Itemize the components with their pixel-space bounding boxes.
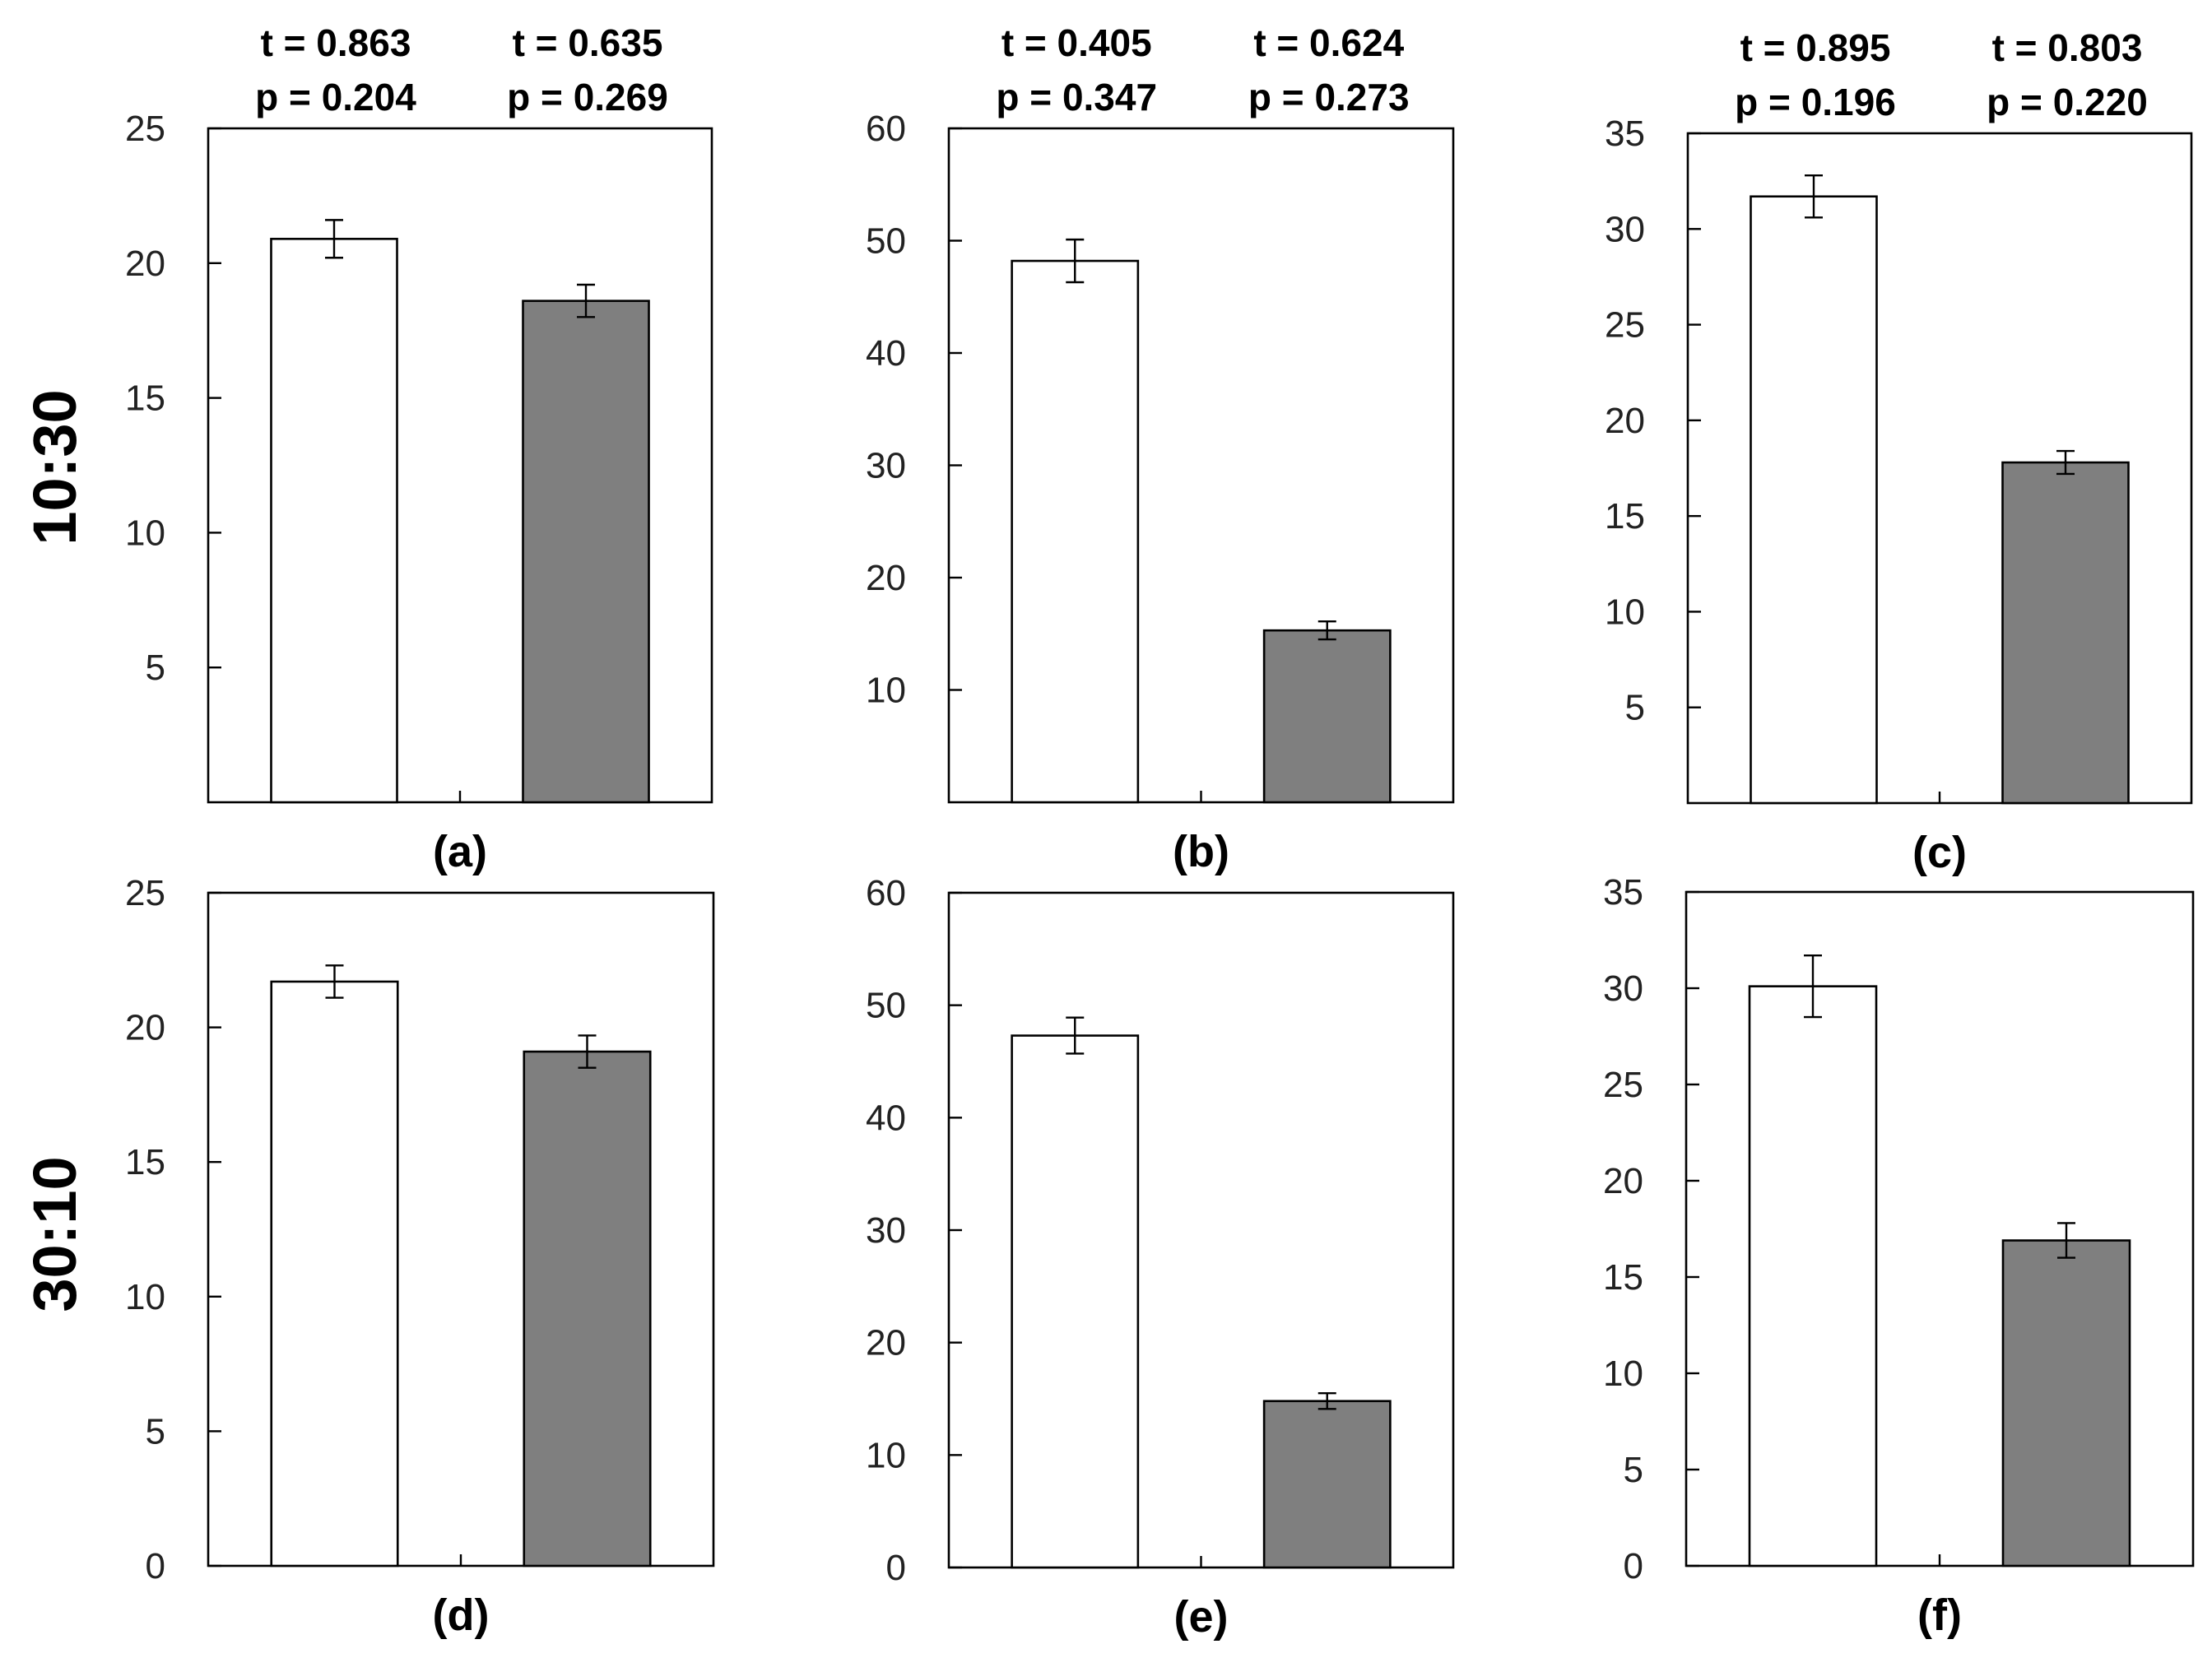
y-tick-label: 25 xyxy=(125,109,165,149)
row-label-bottom: 30:10 xyxy=(21,1156,89,1312)
chart-panel-b: 10 20 30 40 50 60 (b) t = 0.405 p = 0.347 t = 0.6… xyxy=(866,21,1455,876)
y-tick-label: 30 xyxy=(1605,209,1645,249)
y-tick-label: 60 xyxy=(866,109,906,149)
stat-p-annotation: p = 0.220 xyxy=(1987,81,2148,123)
y-tick-label: 20 xyxy=(1605,401,1645,441)
panel-label: (f) xyxy=(1917,1591,1962,1640)
bar-2 xyxy=(1262,1400,1392,1569)
y-tick-label: 5 xyxy=(146,1411,165,1451)
stat-p-annotation: p = 0.273 xyxy=(1248,76,1410,118)
bar-1 xyxy=(1011,1034,1140,1569)
y-tick-label: 10 xyxy=(125,513,165,553)
y-tick-label: 10 xyxy=(1605,592,1645,632)
stat-p-annotation: p = 0.269 xyxy=(507,76,668,118)
y-tick-label: 0 xyxy=(886,1548,906,1588)
y-tick-label: 20 xyxy=(1603,1161,1643,1201)
y-tick-label: 15 xyxy=(125,1142,165,1182)
stat-t-annotation: t = 0.895 xyxy=(1740,26,1891,69)
chart-panel-c: 5 10 15 20 25 30 35 (c) t = 0.895 p = 0.196 t = 0.… xyxy=(1605,26,2193,877)
bar-2 xyxy=(523,1050,652,1567)
stat-p-annotation: p = 0.204 xyxy=(255,76,416,118)
stat-p-annotation: p = 0.347 xyxy=(996,76,1157,118)
y-tick-label: 50 xyxy=(866,221,906,262)
row-label-top: 10:30 xyxy=(21,389,89,545)
y-tick-label: 10 xyxy=(125,1277,165,1317)
y-tick-label: 60 xyxy=(866,873,906,913)
y-tick-label: 15 xyxy=(125,379,165,419)
panel-label: (b) xyxy=(1173,827,1229,876)
chart-panel-f: 0 5 10 15 20 25 30 35 (f) xyxy=(1603,872,2195,1640)
panel-label: (d) xyxy=(433,1591,490,1640)
bar-1 xyxy=(1011,259,1140,804)
y-tick-label: 40 xyxy=(866,1098,906,1138)
y-tick-label: 20 xyxy=(125,1008,165,1048)
y-tick-label: 30 xyxy=(866,1210,906,1251)
bar-2 xyxy=(2001,461,2130,805)
y-tick-label: 25 xyxy=(1603,1065,1643,1105)
bar-1 xyxy=(270,980,399,1567)
y-tick-label: 35 xyxy=(1603,872,1643,913)
y-tick-label: 40 xyxy=(866,333,906,374)
bar-2 xyxy=(1262,629,1392,804)
y-tick-label: 0 xyxy=(146,1546,165,1586)
y-tick-label: 5 xyxy=(1624,1450,1643,1490)
stat-t-annotation: t = 0.635 xyxy=(513,21,663,64)
y-tick-label: 10 xyxy=(1603,1354,1643,1394)
chart-panel-a: 5 10 15 20 25 (a) t = 0.863 p = 0.204 t = 0.635 p… xyxy=(125,21,713,876)
y-tick-label: 30 xyxy=(866,446,906,486)
stat-p-annotation: p = 0.196 xyxy=(1735,81,1896,123)
bar-2 xyxy=(522,300,650,804)
bar-1 xyxy=(270,238,398,804)
y-tick-label: 15 xyxy=(1603,1257,1643,1298)
y-tick-label: 20 xyxy=(125,244,165,284)
bar-1 xyxy=(1748,985,1878,1567)
stat-t-annotation: t = 0.624 xyxy=(1253,21,1404,64)
y-tick-label: 50 xyxy=(866,986,906,1026)
y-tick-label: 0 xyxy=(1624,1546,1643,1586)
y-tick-label: 25 xyxy=(1605,305,1645,346)
y-tick-label: 20 xyxy=(866,1323,906,1363)
y-tick-label: 5 xyxy=(146,648,165,688)
bar-2 xyxy=(2001,1239,2131,1567)
stat-t-annotation: t = 0.803 xyxy=(1992,26,2143,69)
chart-panel-e: 0 10 20 30 40 50 60 (e) xyxy=(866,873,1455,1642)
stat-t-annotation: t = 0.405 xyxy=(1001,21,1152,64)
panel-label: (e) xyxy=(1174,1592,1229,1642)
y-tick-label: 35 xyxy=(1605,114,1645,154)
chart-panel-d: 0 5 10 15 20 25 (d) xyxy=(125,873,715,1640)
y-tick-label: 15 xyxy=(1605,496,1645,536)
y-tick-label: 20 xyxy=(866,558,906,598)
panel-label: (c) xyxy=(1912,828,1967,877)
y-tick-label: 5 xyxy=(1625,688,1645,728)
panel-label: (a) xyxy=(433,827,487,876)
stat-t-annotation: t = 0.863 xyxy=(261,21,411,64)
bar-1 xyxy=(1750,195,1878,805)
y-tick-label: 30 xyxy=(1603,968,1643,1009)
y-tick-label: 10 xyxy=(866,1435,906,1475)
y-tick-label: 10 xyxy=(866,671,906,711)
y-tick-label: 25 xyxy=(125,873,165,913)
